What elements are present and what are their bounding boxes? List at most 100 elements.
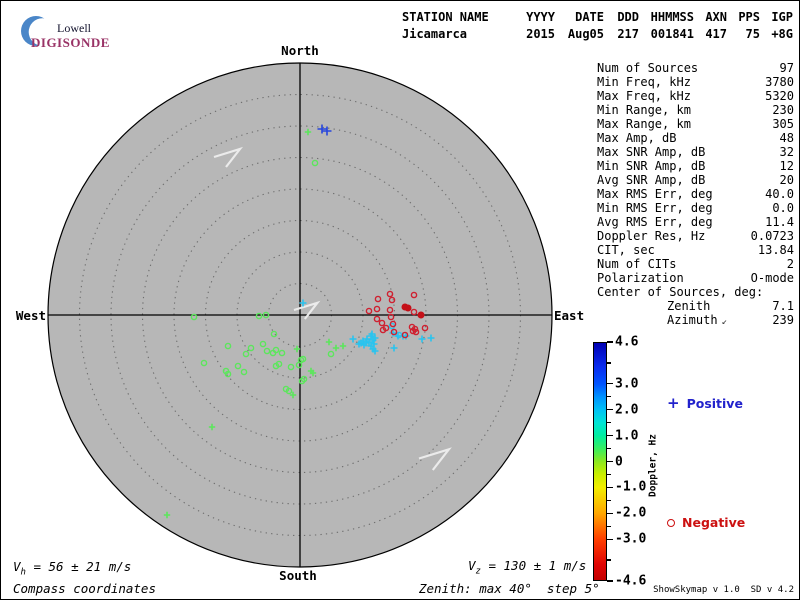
stat-value: 305 — [772, 117, 794, 131]
colorbar-minor-tick — [607, 559, 611, 561]
source-point — [390, 328, 398, 336]
source-point — [374, 295, 382, 303]
source-point — [368, 330, 376, 338]
header-value: 417 — [705, 27, 727, 41]
legend-negative: Negative — [667, 515, 745, 530]
vh-subscript: h — [20, 567, 26, 578]
colorbar-tick-label: 0 — [615, 454, 623, 469]
stats-row: Num of Sources 97 — [597, 61, 794, 75]
colorbar-tick — [607, 434, 613, 437]
source-point — [418, 335, 426, 343]
source-point — [299, 355, 307, 363]
stat-label: Center of Sources, deg: — [597, 285, 764, 299]
source-point — [240, 368, 248, 376]
source-point — [163, 511, 171, 519]
colorbar-tick — [607, 486, 613, 489]
source-point — [287, 363, 295, 371]
cardinal-north-label: North — [281, 43, 319, 58]
stats-row: Min RMS Err, deg 0.0 — [597, 201, 794, 215]
stat-label: Doppler Res, Hz — [597, 229, 706, 243]
source-point — [349, 335, 357, 343]
logo-text-digisonde: DIGISONDE — [31, 35, 110, 50]
coordinate-system-note: Compass coordinates — [13, 581, 156, 596]
plus-marker-icon: + — [667, 394, 680, 412]
colorbar-minor-tick — [607, 395, 611, 398]
source-point — [401, 331, 409, 339]
header-label: PPS — [738, 10, 760, 24]
colorbar-tick-label: -2.0 — [615, 505, 647, 521]
source-point — [322, 126, 332, 136]
source-point — [242, 350, 250, 358]
vz-symbol: V — [468, 558, 476, 573]
source-point — [365, 338, 373, 346]
stat-value: 97 — [779, 61, 794, 75]
header-value: 217 — [617, 27, 639, 41]
colorbar-minor-tick — [607, 421, 611, 424]
source-point — [373, 305, 381, 313]
source-point — [285, 387, 293, 395]
header-value: Aug05 — [567, 27, 604, 41]
source-point — [412, 328, 420, 336]
stat-label: Zenith — [667, 299, 711, 313]
source-point — [304, 128, 312, 136]
header-label: AXN — [705, 10, 727, 24]
drift-arrow-icon — [293, 300, 321, 320]
stat-label: Max SNR Amp, dB — [597, 145, 706, 159]
source-point — [224, 342, 232, 350]
colorbar-tick — [607, 408, 613, 411]
source-point — [298, 377, 306, 385]
header-label: HHMMSS — [650, 10, 694, 24]
colorbar-minor-tick — [607, 499, 611, 502]
source-point — [299, 299, 307, 307]
header-col-date: DATE Aug05 — [564, 9, 604, 43]
stat-value: 239 — [772, 313, 794, 327]
source-point — [317, 124, 327, 134]
source-point — [389, 320, 397, 328]
stat-label: Max RMS Err, deg — [597, 187, 713, 201]
header-value: +8G — [771, 27, 793, 41]
source-point — [417, 311, 425, 319]
source-point — [311, 159, 319, 167]
source-point — [371, 334, 379, 342]
colorbar-minor-tick — [607, 525, 611, 528]
header-label: DATE — [575, 10, 604, 24]
header-col-time: HHMMSS 001841 — [647, 9, 694, 43]
colorbar-tick-label: -3.0 — [615, 531, 647, 547]
source-point — [278, 349, 286, 357]
drift-arrow-icon — [418, 447, 452, 471]
stat-value: 2 — [786, 257, 794, 271]
source-point — [386, 306, 394, 314]
source-point — [275, 360, 283, 368]
source-point — [365, 307, 373, 315]
stat-value: 7.1 — [772, 299, 794, 313]
stats-row: Doppler Res, Hz 0.0723 — [597, 229, 794, 243]
stats-row: Max SNR Amp, dB 32 — [597, 145, 794, 159]
stats-row: Max Amp, dB 48 — [597, 131, 794, 145]
stat-value: 32 — [779, 145, 794, 159]
software-version-credit: ShowSkymap v 1.0 SD v 4.2 — [653, 585, 794, 595]
circle-marker-icon — [667, 518, 675, 527]
source-point — [387, 313, 395, 321]
stat-label: Num of CITs — [597, 257, 677, 271]
legend-positive-label: Positive — [686, 395, 743, 411]
logo-text-lowell: Lowell — [57, 21, 91, 35]
source-point — [247, 344, 255, 352]
source-point — [332, 344, 340, 352]
stat-label: Polarization — [597, 271, 684, 285]
source-point — [270, 330, 278, 338]
source-point — [272, 346, 280, 354]
header-value: 2015 — [526, 27, 555, 41]
source-point — [386, 290, 394, 298]
header-label: IGP — [771, 10, 793, 24]
stat-value: 0.0723 — [750, 229, 794, 243]
stat-value: 230 — [772, 103, 794, 117]
stat-value: 48 — [779, 131, 794, 145]
colorbar-tick-label: -4.6 — [615, 573, 647, 589]
header-col-igp: IGP +8G — [767, 9, 793, 43]
stats-row: Zenith 7.1 — [597, 299, 794, 313]
drift-arrow-icon — [213, 146, 244, 168]
header-label: STATION NAME — [402, 10, 489, 24]
stat-value: O-mode — [750, 271, 794, 285]
